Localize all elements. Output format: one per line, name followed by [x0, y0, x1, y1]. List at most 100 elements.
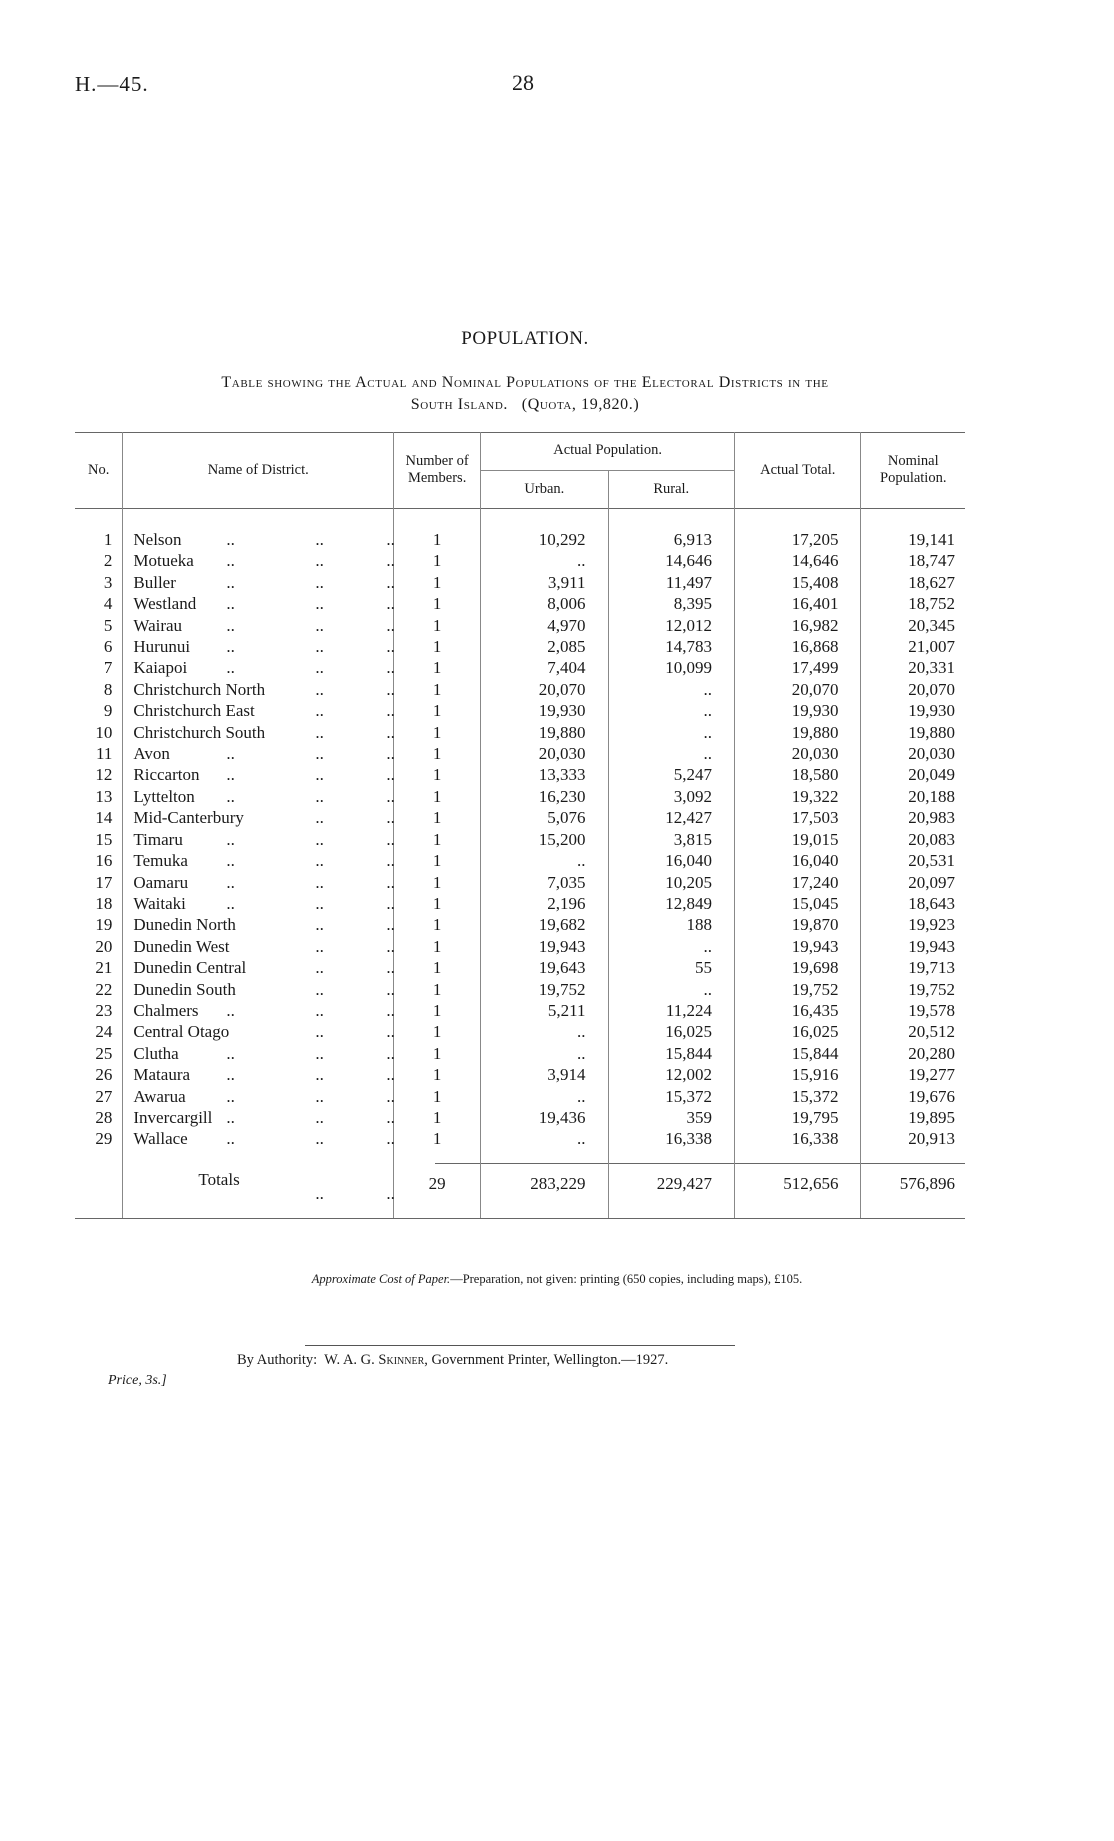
nominal-population: 19,277 — [860, 1064, 965, 1086]
leader-dots: .. — [315, 1065, 324, 1085]
district-number: 19 — [95, 915, 113, 935]
population-table: No. Name of District. Number of Members.… — [75, 432, 965, 1218]
table-row: 22 Dunedin South.... 1 19,752 .. 19,752 … — [75, 978, 965, 1000]
printer-name: Skinner — [378, 1352, 425, 1368]
leader-dots: .. — [226, 551, 235, 571]
nominal-population: 20,188 — [860, 785, 965, 808]
district-name: Dunedin West — [133, 936, 230, 956]
rural-population: 11,497 — [607, 571, 735, 594]
leader-dots: .. — [315, 851, 324, 871]
urban-population: 5,076 — [480, 807, 609, 829]
rural-population: 15,372 — [607, 1085, 735, 1107]
urban-population: 19,682 — [480, 914, 609, 936]
table-row: 18 Waitaki...... 1 2,196 12,849 15,045 1… — [75, 892, 965, 915]
leader-dots: .. — [386, 958, 395, 978]
rural-population: 6,913 — [607, 529, 735, 551]
page-title: POPULATION. — [461, 328, 589, 349]
rural-population: 12,849 — [607, 892, 735, 915]
leader-dots: .. — [315, 744, 324, 764]
actual-total: 16,868 — [733, 636, 861, 658]
leader-dots: .. — [315, 829, 324, 849]
leader-dots: .. — [315, 1183, 324, 1203]
district-number: 15 — [95, 829, 113, 849]
leader-dots: .. — [226, 594, 235, 614]
district-name: Oamaru — [133, 872, 189, 892]
leader-dots: .. — [315, 765, 324, 785]
table-row: 3 Buller...... 1 3,911 11,497 15,408 18,… — [75, 571, 965, 594]
leader-dots: .. — [386, 1065, 395, 1085]
urban-population: 19,943 — [480, 935, 609, 958]
header-actual-total: Actual Total. — [733, 432, 861, 508]
leader-dots: .. — [226, 829, 235, 849]
district-name: Riccarton — [133, 765, 200, 785]
district-number: 27 — [95, 1086, 113, 1106]
district-name: Central Otago — [133, 1022, 230, 1042]
leader-dots: .. — [315, 572, 324, 592]
table-row: 21 Dunedin Central.... 1 19,643 55 19,69… — [75, 957, 965, 979]
actual-total: 16,401 — [733, 593, 861, 615]
urban-population: .. — [480, 550, 609, 572]
header-no: No. — [88, 461, 110, 478]
nominal-population: 18,643 — [860, 892, 965, 915]
members: 1 — [393, 657, 481, 679]
cost-text: —Preparation, not given: printing (650 c… — [450, 1272, 803, 1286]
leader-dots: .. — [386, 637, 395, 657]
urban-population: 15,200 — [480, 828, 609, 851]
table-row: 15 Timaru...... 1 15,200 3,815 19,015 20… — [75, 828, 965, 851]
members: 1 — [393, 593, 481, 615]
leader-dots: .. — [226, 765, 235, 785]
leader-dots: .. — [226, 530, 235, 549]
header-nominal: Nominal Population. — [860, 432, 965, 508]
district-name: Dunedin South — [133, 979, 236, 999]
district-number: 26 — [95, 1065, 113, 1085]
nominal-population: 19,676 — [860, 1085, 965, 1107]
leader-dots: .. — [315, 637, 324, 657]
actual-total: 16,435 — [733, 999, 861, 1022]
leader-dots: .. — [386, 679, 395, 699]
urban-population: 13,333 — [480, 764, 609, 786]
leader-dots: .. — [386, 744, 395, 764]
urban-population: .. — [480, 1042, 609, 1065]
leader-dots: .. — [315, 722, 324, 742]
district-number: 14 — [95, 808, 113, 828]
leader-dots: .. — [315, 1107, 324, 1127]
table-row: 12 Riccarton...... 1 13,333 5,247 18,580… — [75, 764, 965, 786]
nominal-population: 19,713 — [860, 957, 965, 979]
leader-dots: .. — [386, 530, 395, 549]
actual-total: 18,580 — [733, 764, 861, 786]
rural-population: 55 — [607, 957, 735, 979]
totals-actual: 512,656 — [733, 1169, 861, 1198]
actual-total: 16,040 — [733, 850, 861, 872]
leader-dots: .. — [386, 1183, 395, 1203]
actual-total: 16,982 — [733, 614, 861, 637]
district-number: 24 — [95, 1022, 113, 1042]
district-name: Christchurch East — [133, 701, 255, 721]
actual-total: 19,870 — [733, 914, 861, 936]
actual-total: 15,372 — [733, 1085, 861, 1107]
leader-dots: .. — [386, 786, 395, 806]
leader-dots: .. — [226, 786, 235, 806]
leader-dots: .. — [315, 1043, 324, 1063]
district-number: 20 — [95, 936, 113, 956]
rural-population: 359 — [607, 1106, 735, 1129]
urban-population: 7,035 — [480, 871, 609, 893]
district-number: 23 — [95, 1000, 113, 1020]
table-row: 27 Awarua...... 1 .. 15,372 15,372 19,67… — [75, 1085, 965, 1107]
header-name: Name of District. — [122, 432, 394, 508]
nominal-population: 19,578 — [860, 999, 965, 1022]
leader-dots: .. — [226, 872, 235, 892]
members: 1 — [393, 807, 481, 829]
actual-total: 15,408 — [733, 571, 861, 594]
rural-population: 14,783 — [607, 636, 735, 658]
header-rural: Rural. — [607, 470, 735, 508]
leader-dots: .. — [386, 701, 395, 721]
members: 1 — [393, 957, 481, 979]
urban-population: 19,643 — [480, 957, 609, 979]
members: 1 — [393, 614, 481, 637]
table-row: 2 Motueka...... 1 .. 14,646 14,646 18,74… — [75, 550, 965, 572]
urban-population: 19,880 — [480, 721, 609, 744]
table-row: 26 Mataura...... 1 3,914 12,002 15,916 1… — [75, 1064, 965, 1086]
leader-dots: .. — [386, 1086, 395, 1106]
leader-dots: .. — [386, 1022, 395, 1042]
leader-dots: .. — [315, 530, 324, 549]
